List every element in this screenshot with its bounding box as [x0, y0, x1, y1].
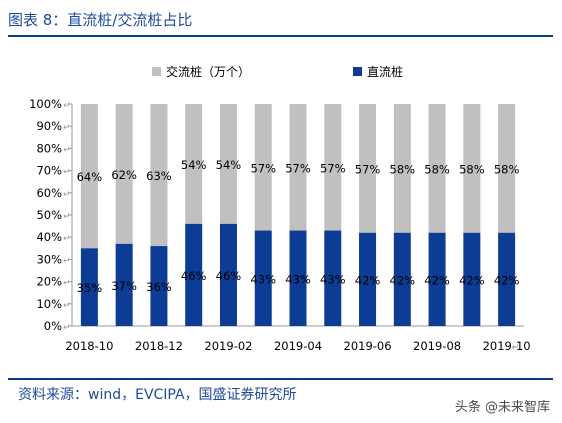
- data-label-dc: 43%: [250, 272, 276, 286]
- bar-dc: [324, 230, 342, 326]
- y-tick-label: 20%: [36, 275, 62, 289]
- y-tick-return-mark: ↵: [63, 212, 71, 222]
- y-tick-label: 60%: [36, 186, 62, 200]
- legend-label-ac: 交流桩（万个）: [166, 64, 250, 79]
- data-label-dc: 42%: [390, 273, 416, 287]
- data-label-ac: 57%: [250, 161, 276, 175]
- data-label-dc: 46%: [181, 269, 207, 283]
- y-tick-label: 100%: [29, 97, 62, 111]
- source-bar: 资料来源：wind，EVCIPA，国盛证券研究所: [8, 378, 553, 406]
- data-label-dc: 35%: [77, 281, 103, 295]
- data-label-dc: 43%: [285, 272, 311, 286]
- y-axis: 0% ↵10% ↵20% ↵30% ↵40% ↵50% ↵60% ↵70% ↵80% ↵90% ↵1…: [29, 97, 73, 333]
- bar-ac: [324, 104, 342, 231]
- data-label-dc: 37%: [111, 279, 137, 293]
- chart-title-bar: 图表 8：直流桩/交流桩占比: [8, 7, 553, 37]
- bar-dc: [150, 246, 168, 326]
- data-label-ac: 58%: [494, 162, 520, 176]
- data-label-dc: 42%: [459, 273, 485, 287]
- x-axis: 2018-10 2018-12 2019-02 2019-04 2019-06 2019-…: [65, 325, 531, 353]
- legend-swatch-ac: [152, 67, 161, 76]
- data-label-dc: 36%: [146, 280, 172, 294]
- x-tick-label: 2019-10: [483, 339, 531, 353]
- y-tick-label: 40%: [36, 230, 62, 244]
- bar-dc: [289, 230, 307, 326]
- x-tick-label: 2019-02: [204, 339, 252, 353]
- bar-ac: [463, 104, 481, 233]
- data-label-ac: 64%: [77, 170, 103, 184]
- data-label-ac: 58%: [390, 162, 416, 176]
- data-label-ac: 58%: [424, 162, 450, 176]
- bar-ac: [498, 104, 516, 233]
- bar-dc: [219, 223, 237, 326]
- y-tick-label: 70%: [36, 164, 62, 178]
- bar-dc: [393, 232, 411, 326]
- y-tick-label: 10%: [36, 297, 62, 311]
- source-note: 资料来源：wind，EVCIPA，国盛证券研究所: [18, 387, 297, 403]
- bar-dc: [185, 223, 203, 326]
- y-tick-label: 0%: [44, 319, 62, 333]
- data-label-dc: 42%: [494, 273, 520, 287]
- y-tick-label: 50%: [36, 208, 62, 222]
- x-tick-label: 2019-08: [413, 339, 461, 353]
- data-label-dc: 46%: [216, 269, 242, 283]
- chart-title: 图表 8：直流桩/交流桩占比: [8, 11, 193, 29]
- bar-dc: [463, 232, 481, 326]
- data-label-ac: 57%: [355, 162, 381, 176]
- y-tick-return-mark: ↵: [63, 168, 71, 178]
- bar-ac: [359, 104, 377, 233]
- x-tick-label: 2018-12: [135, 339, 183, 353]
- data-label-ac: 57%: [285, 161, 311, 175]
- bar-ac: [219, 104, 237, 224]
- data-label-dc: 43%: [320, 272, 346, 286]
- bar-ac: [150, 104, 168, 247]
- data-label-ac: 54%: [216, 158, 242, 172]
- bar-dc: [428, 232, 446, 326]
- bar-dc: [498, 232, 516, 326]
- data-label-ac: 63%: [146, 169, 172, 183]
- y-tick-label: 90%: [36, 119, 62, 133]
- bar-ac: [289, 104, 307, 231]
- x-tick-label: 2019-06: [344, 339, 392, 353]
- bar-ac: [254, 104, 272, 231]
- data-label-ac: 57%: [320, 161, 346, 175]
- bar-ac: [80, 104, 98, 249]
- y-tick-return-mark: ↵: [63, 323, 71, 333]
- y-tick-return-mark: ↵: [63, 301, 71, 311]
- bar-dc: [80, 248, 98, 326]
- data-label-ac: 54%: [181, 158, 207, 172]
- bar-dc: [254, 230, 272, 326]
- bar-ac: [393, 104, 411, 233]
- legend: 交流桩（万个） 直流桩: [152, 64, 403, 79]
- data-labels: 64% 35% 62% 37% 63% 36% 54% 46% 54% 46% 57% 43% 57% 4…: [77, 158, 520, 295]
- bars: [80, 104, 516, 326]
- y-tick-return-mark: ↵: [63, 101, 71, 111]
- legend-label-dc: 直流桩: [367, 64, 403, 79]
- y-tick-return-mark: ↵: [63, 190, 71, 200]
- bar-dc: [359, 232, 377, 326]
- bar-ac: [115, 104, 133, 244]
- watermark: 头条 @未来智库: [454, 400, 550, 415]
- data-label-dc: 42%: [424, 273, 450, 287]
- y-tick-return-mark: ↵: [63, 234, 71, 244]
- y-tick-return-mark: ↵: [63, 279, 71, 289]
- y-tick-label: 80%: [36, 141, 62, 155]
- y-tick-label: 30%: [36, 252, 62, 266]
- bar-ac: [185, 104, 203, 224]
- data-label-dc: 42%: [355, 273, 381, 287]
- data-label-ac: 62%: [111, 168, 137, 182]
- bar-ac: [428, 104, 446, 233]
- bar-dc: [115, 243, 133, 326]
- data-label-ac: 58%: [459, 162, 485, 176]
- x-tick-label: 2018-10: [65, 339, 113, 353]
- legend-swatch-dc: [353, 67, 362, 76]
- y-tick-return-mark: ↵: [63, 256, 71, 266]
- x-tick-label: 2019-04: [274, 339, 322, 353]
- y-tick-return-mark: ↵: [63, 123, 71, 133]
- y-tick-return-mark: ↵: [63, 145, 71, 155]
- x-axis-return-mark: ↵: [512, 343, 520, 353]
